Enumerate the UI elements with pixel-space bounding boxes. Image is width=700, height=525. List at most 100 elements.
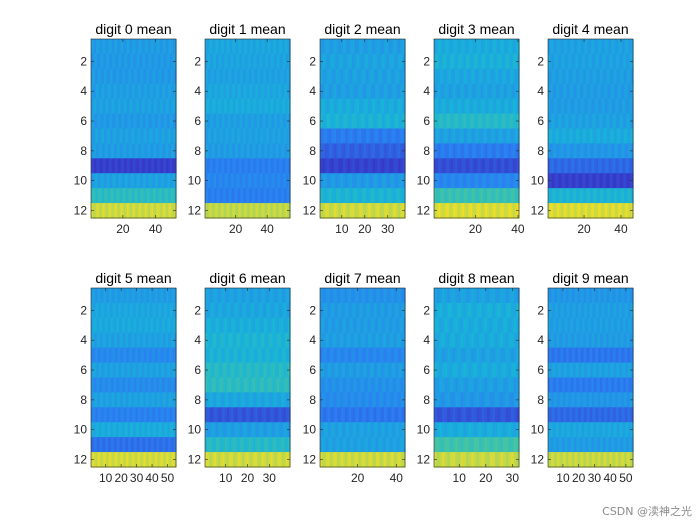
heatmap-cell bbox=[560, 113, 564, 130]
heatmap-cell bbox=[505, 347, 509, 364]
heatmap-cell bbox=[164, 128, 167, 145]
heatmap-cell bbox=[151, 98, 154, 115]
heatmap-cell bbox=[113, 188, 117, 204]
heatmap-cell bbox=[400, 158, 404, 174]
heatmap-cell bbox=[384, 39, 388, 55]
heatmap-cell bbox=[559, 203, 562, 219]
heatmap-cell bbox=[149, 392, 152, 408]
heatmap-cell bbox=[370, 437, 373, 453]
heatmap-cell bbox=[92, 143, 95, 159]
heatmap-cell bbox=[439, 302, 443, 319]
heatmap-cell bbox=[468, 113, 471, 130]
heatmap-cell bbox=[470, 173, 473, 189]
heatmap-cell bbox=[325, 332, 329, 349]
heatmap-cell bbox=[463, 143, 467, 159]
heatmap-cell bbox=[385, 392, 389, 408]
heatmap-cell bbox=[108, 362, 111, 379]
heatmap-cell bbox=[620, 113, 623, 130]
heatmap-cell bbox=[377, 173, 381, 189]
heatmap-cell bbox=[105, 143, 108, 159]
heatmap-cell bbox=[607, 113, 610, 130]
heatmap-cell bbox=[342, 173, 346, 189]
heatmap-cell bbox=[101, 362, 104, 379]
heatmap-cell bbox=[267, 203, 271, 219]
heatmap-cell bbox=[400, 173, 404, 189]
heatmap-cell bbox=[379, 437, 383, 453]
heatmap-cell bbox=[283, 422, 287, 438]
heatmap-cell bbox=[368, 377, 371, 394]
heatmap-cell bbox=[100, 39, 104, 55]
heatmap-cell bbox=[513, 437, 517, 453]
heatmap-cell bbox=[514, 39, 518, 55]
heatmap-cell bbox=[391, 53, 395, 70]
heatmap-cell bbox=[252, 288, 256, 304]
heatmap-cell bbox=[111, 332, 114, 349]
heatmap-cell bbox=[465, 39, 469, 55]
heatmap-cell bbox=[370, 407, 373, 423]
heatmap-cell bbox=[564, 203, 568, 219]
heatmap-cell bbox=[610, 203, 614, 219]
heatmap-cell bbox=[134, 422, 137, 438]
heatmap-cell bbox=[288, 68, 291, 85]
heatmap-cell bbox=[282, 203, 285, 219]
heatmap-cell bbox=[231, 68, 234, 85]
heatmap-cell bbox=[134, 332, 137, 349]
heatmap-cell bbox=[504, 158, 507, 174]
heatmap-cell bbox=[358, 452, 362, 468]
heatmap-cell bbox=[513, 288, 517, 304]
heatmap-cell bbox=[97, 302, 100, 319]
heatmap-cell bbox=[91, 83, 94, 100]
heatmap-cell bbox=[493, 188, 497, 204]
heatmap-cell bbox=[442, 188, 446, 204]
heatmap-cell bbox=[108, 98, 112, 115]
heatmap-cell bbox=[444, 98, 448, 115]
heatmap-cell bbox=[249, 143, 252, 159]
heatmap-cell bbox=[261, 302, 265, 319]
heatmap-cell bbox=[226, 452, 230, 468]
heatmap-cell bbox=[135, 188, 138, 204]
heatmap-cell bbox=[361, 173, 365, 189]
heatmap-cell bbox=[249, 83, 252, 100]
heatmap-cell bbox=[92, 68, 95, 85]
heatmap-cell bbox=[212, 128, 216, 145]
heatmap-cell bbox=[100, 143, 104, 159]
heatmap-cell bbox=[395, 128, 399, 145]
x-tick-label: 40 bbox=[511, 222, 525, 236]
heatmap-cell bbox=[214, 188, 217, 204]
heatmap-cell bbox=[436, 68, 439, 85]
x-tick-label: 20 bbox=[577, 222, 591, 236]
heatmap-cell bbox=[244, 143, 247, 159]
heatmap-cell bbox=[107, 53, 110, 70]
heatmap-cell bbox=[321, 437, 325, 453]
heatmap-cell bbox=[457, 158, 461, 174]
heatmap-cell bbox=[244, 98, 247, 115]
heatmap-cell bbox=[570, 68, 573, 85]
heatmap-cell bbox=[377, 377, 381, 394]
heatmap-cell bbox=[97, 143, 100, 159]
heatmap-cell bbox=[557, 173, 560, 189]
heatmap-cell bbox=[365, 203, 369, 219]
heatmap-cell bbox=[118, 392, 121, 408]
heatmap-cell bbox=[581, 128, 584, 145]
heatmap-cell bbox=[329, 347, 333, 364]
heatmap-cell bbox=[233, 422, 237, 438]
heatmap-cell bbox=[354, 83, 358, 100]
heatmap-cell bbox=[499, 203, 503, 219]
heatmap-cell bbox=[451, 98, 454, 115]
heatmap-cell bbox=[573, 128, 577, 145]
heatmap-cell bbox=[592, 143, 595, 159]
heatmap-cell bbox=[618, 158, 621, 174]
heatmap-cell bbox=[278, 128, 282, 145]
heatmap-cell bbox=[106, 288, 109, 304]
y-tick-label: 4 bbox=[80, 333, 87, 347]
heatmap-cell bbox=[272, 332, 276, 349]
heatmap-cell bbox=[285, 39, 288, 55]
heatmap-cell bbox=[266, 302, 269, 319]
heatmap-cell bbox=[345, 317, 348, 334]
heatmap-cell bbox=[503, 317, 507, 334]
heatmap-cell bbox=[480, 158, 484, 174]
heatmap-cell bbox=[381, 332, 385, 349]
heatmap-cell bbox=[269, 39, 272, 55]
heatmap-cell bbox=[131, 113, 135, 130]
heatmap-cell bbox=[321, 302, 325, 319]
